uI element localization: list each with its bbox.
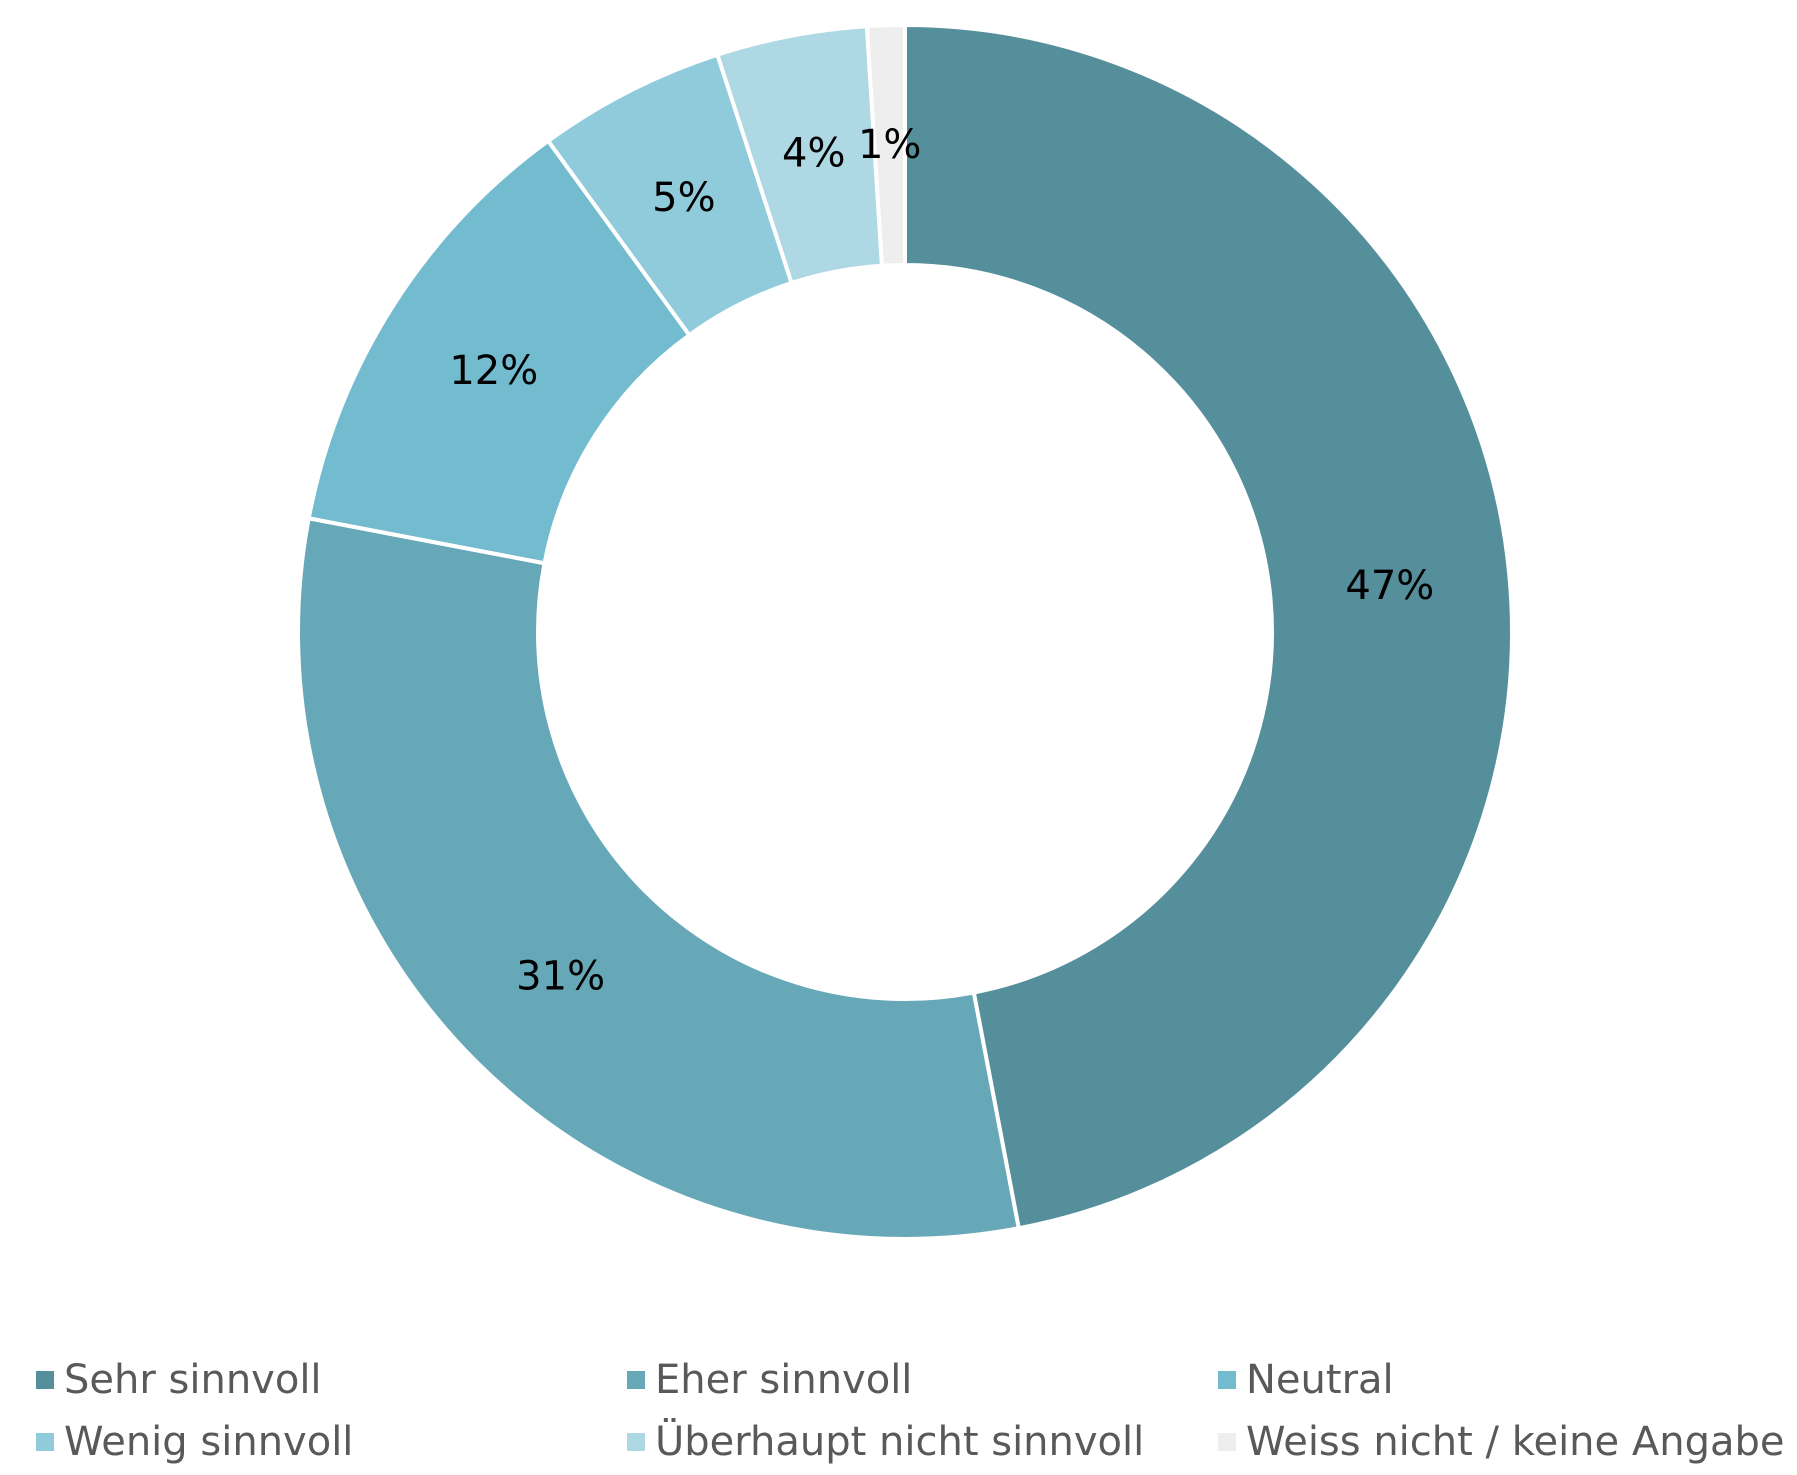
donut-slice (306, 138, 693, 566)
legend-swatch (36, 1433, 54, 1451)
legend-item: Überhaupt nicht sinnvoll (627, 1422, 1144, 1462)
legend-label: Eher sinnvoll (655, 1357, 913, 1403)
legend-swatch (1218, 1433, 1236, 1451)
donut-slice (296, 515, 1022, 1241)
data-label: 12% (449, 348, 538, 394)
data-label: 4% (782, 131, 845, 177)
legend-label: Neutral (1246, 1357, 1394, 1403)
data-label: 31% (516, 953, 605, 999)
legend-item: Wenig sinnvoll (36, 1422, 353, 1462)
data-label: 1% (858, 122, 921, 168)
legend-label: Weiss nicht / keine Angabe (1246, 1419, 1785, 1465)
donut-slices (296, 22, 1514, 1241)
legend-item: Neutral (1218, 1360, 1394, 1400)
legend-item: Weiss nicht / keine Angabe (1218, 1422, 1784, 1462)
legend-swatch (1218, 1371, 1236, 1389)
data-label: 47% (1345, 563, 1434, 609)
legend-swatch (627, 1433, 645, 1451)
donut-slice (864, 22, 907, 268)
legend-label: Sehr sinnvoll (64, 1357, 322, 1403)
donut-data-labels: 47% 31% 12% 5% 4% 1% (449, 122, 1434, 999)
legend-label: Wenig sinnvoll (64, 1419, 354, 1465)
legend-item: Sehr sinnvoll (36, 1360, 322, 1400)
legend-swatch (627, 1371, 645, 1389)
donut-slice (903, 22, 1514, 1231)
legend-item: Eher sinnvoll (627, 1360, 912, 1400)
legend-swatch (36, 1371, 54, 1389)
legend-label: Überhaupt nicht sinnvoll (655, 1419, 1145, 1465)
data-label: 5% (652, 175, 715, 221)
